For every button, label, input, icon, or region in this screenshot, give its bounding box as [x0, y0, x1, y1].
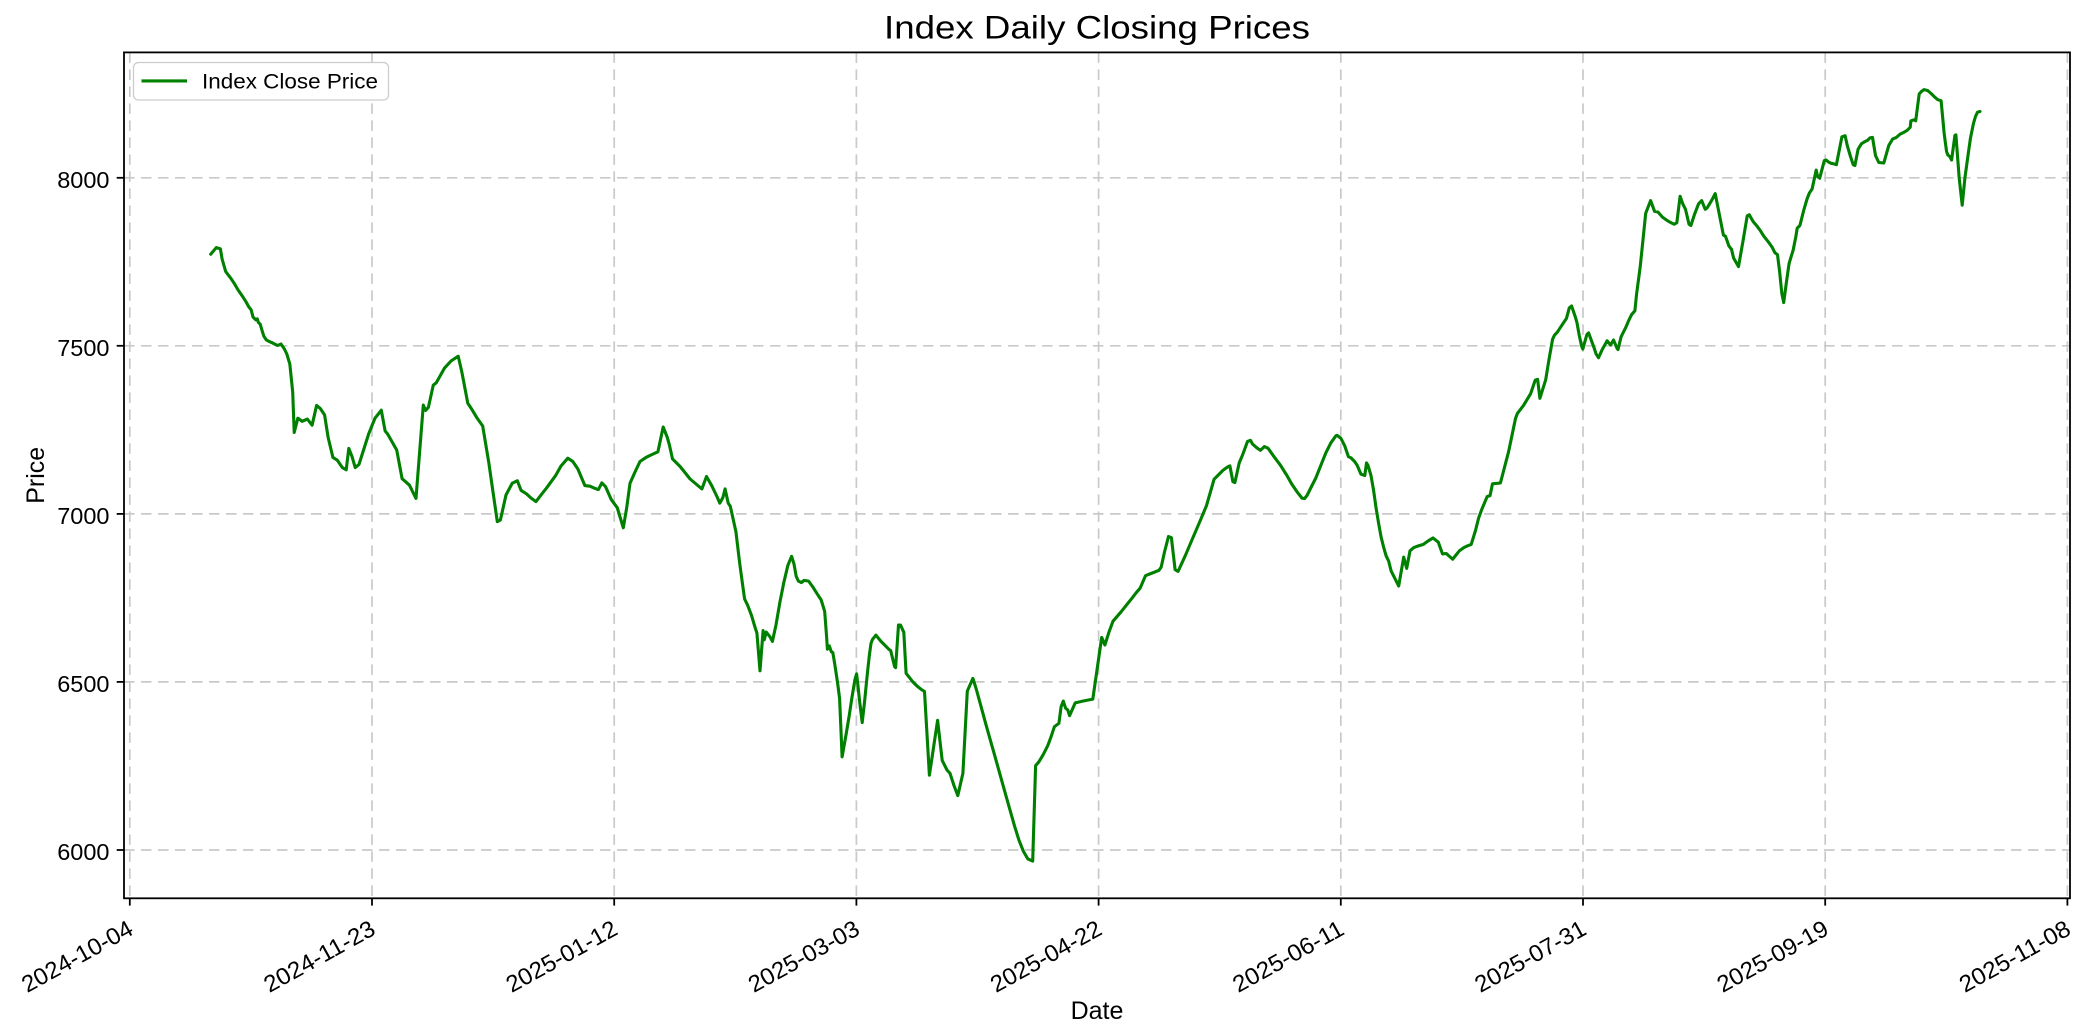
svg-text:Index Close Price: Index Close Price	[202, 69, 378, 93]
svg-text:7500: 7500	[57, 335, 109, 361]
svg-text:6000: 6000	[57, 839, 109, 865]
svg-text:6500: 6500	[57, 671, 109, 697]
svg-text:7000: 7000	[57, 503, 109, 529]
svg-text:Index Daily Closing Prices: Index Daily Closing Prices	[884, 10, 1310, 46]
svg-text:Price: Price	[22, 447, 50, 504]
svg-text:8000: 8000	[57, 167, 109, 193]
svg-text:Date: Date	[1071, 997, 1124, 1025]
